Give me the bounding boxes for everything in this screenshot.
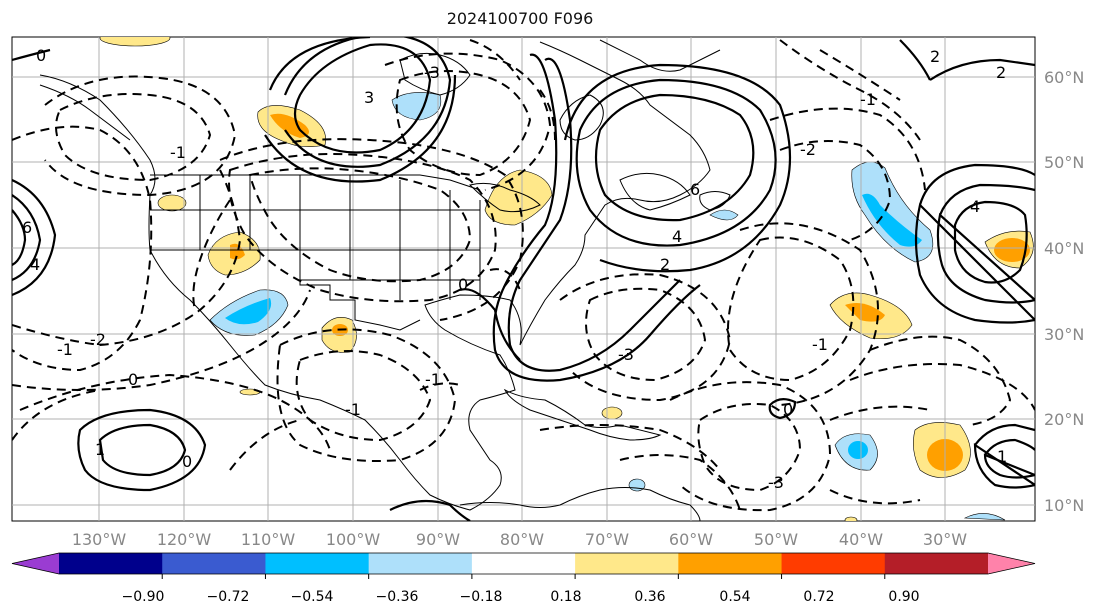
contour-label: 1 xyxy=(95,440,105,459)
contour-label: 0 xyxy=(783,400,793,419)
colorbar-segment xyxy=(59,553,163,574)
colorbar xyxy=(11,552,1036,579)
contour-label: -1 xyxy=(425,370,441,389)
lat-label: 60°N xyxy=(1044,68,1084,87)
colorbar-segment xyxy=(575,553,679,574)
contour-label: 4 xyxy=(30,255,40,274)
contour-label: -1 xyxy=(57,340,73,359)
lat-label: 10°N xyxy=(1044,496,1084,515)
colorbar-segment xyxy=(678,553,783,574)
map-title: 2024100700 F096 xyxy=(446,9,594,28)
lon-label: 50°W xyxy=(754,530,798,549)
lon-label: 130°W xyxy=(72,530,127,549)
lon-label: 100°W xyxy=(326,530,381,549)
colorbar-outline xyxy=(11,552,1036,575)
lon-label: 80°W xyxy=(500,530,544,549)
solid-contours xyxy=(12,37,1035,521)
contour-label: 0 xyxy=(458,275,468,294)
contour-label: 6 xyxy=(22,218,32,237)
colorbar-segment xyxy=(368,553,473,574)
contour-label: 4 xyxy=(970,197,980,216)
colorbar-segment xyxy=(884,553,989,574)
contour-label: -2 xyxy=(800,140,816,159)
contour-label: -1 xyxy=(170,143,186,162)
lat-label: 40°N xyxy=(1044,239,1084,258)
colorbar-tick-label: 0.90 xyxy=(888,589,919,605)
lon-label: 120°W xyxy=(157,530,212,549)
contour-label: -1 xyxy=(812,335,828,354)
colorbar-segment xyxy=(162,553,266,574)
colorbar-tick-label: −0.90 xyxy=(122,589,165,605)
longitude-labels: 130°W 120°W 110°W 100°W 90°W 80°W 70°W 6… xyxy=(72,530,967,549)
latitude-labels: 60°N 50°N 40°N 30°N 20°N 10°N xyxy=(1044,68,1084,515)
contour-label: 4 xyxy=(672,227,682,246)
contour-label: -3 xyxy=(768,473,784,492)
lon-label: 110°W xyxy=(241,530,296,549)
contour-label: -2 xyxy=(90,330,106,349)
colorbar-tick-label: −0.72 xyxy=(207,589,250,605)
contour-label: 0 xyxy=(128,370,138,389)
lat-label: 30°N xyxy=(1044,325,1084,344)
contour-label: 6 xyxy=(690,180,700,199)
colorbar-tick-label: 0.36 xyxy=(634,589,665,605)
coastlines xyxy=(39,39,731,521)
contour-label: 2 xyxy=(660,255,670,274)
dashed-contours xyxy=(12,39,1035,512)
lat-label: 50°N xyxy=(1044,153,1084,172)
colorbar-tick-label: 0.18 xyxy=(550,589,581,605)
contour-label: -3 xyxy=(618,345,634,364)
lon-label: 30°W xyxy=(923,530,967,549)
colorbar-segment xyxy=(265,553,370,574)
colorbar-tick-label: −0.18 xyxy=(460,589,503,605)
colorbar-tick-label: −0.36 xyxy=(376,589,419,605)
contour-labels: 0 3 -3 2 2 -3 4 4 6 6 1 0 2 1 0 4 0 0 -2… xyxy=(22,46,1007,492)
lon-label: 60°W xyxy=(669,530,713,549)
contour-label: 2 xyxy=(996,63,1006,82)
lat-label: 20°N xyxy=(1044,410,1084,429)
contour-label: -1 xyxy=(345,400,361,419)
lon-label: 70°W xyxy=(585,530,629,549)
colorbar-segment xyxy=(471,553,576,574)
colorbar-segment xyxy=(781,553,886,574)
contour-label: 1 xyxy=(997,447,1007,466)
contour-label: -1 xyxy=(860,90,876,109)
colorbar-tick-label: 0.72 xyxy=(803,589,834,605)
colorbar-ticks: −0.90 −0.72 −0.54 −0.36 −0.18 0.18 0.36 … xyxy=(122,589,920,605)
lon-label: 90°W xyxy=(416,530,460,549)
contour-label: 0 xyxy=(36,46,46,65)
colorbar-extend-low xyxy=(12,553,59,574)
lon-label: 40°W xyxy=(839,530,883,549)
map-frame xyxy=(11,36,1036,522)
contour-label: -3 xyxy=(424,63,440,82)
colorbar-tick-label: 0.54 xyxy=(719,589,750,605)
contour-label: 3 xyxy=(364,88,374,107)
colorbar-tick-label: −0.54 xyxy=(291,589,334,605)
contour-label: 2 xyxy=(930,47,940,66)
contour-label: 0 xyxy=(182,452,192,471)
colorbar-extend-high xyxy=(988,553,1035,574)
